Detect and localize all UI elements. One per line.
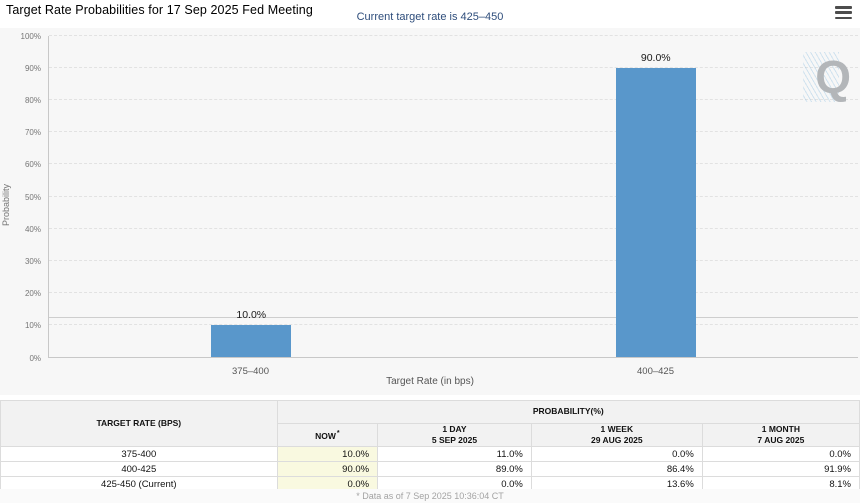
gridline [49,163,858,165]
probability-table: TARGET RATE (BPS) PROBABILITY(%) NOW* 1 D… [0,399,860,493]
x-tick-label: 400–425 [637,366,674,377]
y-tick-label: 0% [29,353,41,363]
y-tick-label: 70% [24,128,41,138]
bar-400-425[interactable] [615,68,696,357]
y-tick-label: 80% [24,95,41,105]
data-as-of-footnote: * Data as of 7 Sep 2025 10:36:04 CT [356,491,504,501]
chart-subtitle: Current target rate is 425–450 [356,11,504,23]
y-axis: Probability 0% 10% 20% 30% 40% 50% 60% 70% 80% 90… [0,32,44,363]
column-header-now: NOW* [276,422,379,448]
gridline [49,227,858,229]
bar-value-label: 10.0% [236,308,267,321]
gridline [49,99,858,101]
y-tick-label: 20% [24,289,41,299]
gridline [49,35,858,36]
y-tick-label: 90% [24,63,41,73]
probability-cell: 90.0% [276,461,379,478]
probability-cell: 0.0% [530,446,703,463]
y-tick-label: 60% [24,160,41,170]
bar-375-400[interactable] [211,324,292,357]
y-tick-label: 100% [20,31,41,41]
y-tick-label: 30% [24,256,41,266]
probability-cell: 91.9% [701,461,860,478]
gridline [49,259,858,261]
quikstrike-q-logo-icon: Q [815,51,851,103]
column-header-1-day: 1 DAY 5 SEP 2025 [377,422,532,448]
y-tick-label: 40% [24,224,41,234]
gridline [49,67,858,69]
hamburger-bar [835,6,852,9]
target-rate-cell: 375-400 [0,446,278,463]
probability-bar-chart: Probability 0% 10% 20% 30% 40% 50% 60% 70% 80% 90… [0,28,860,395]
gridline [49,131,858,133]
probability-cell: 0.0% [276,476,379,493]
probability-cell: 11.0% [377,446,532,463]
gridline [49,291,858,293]
footer: * Data as of 7 Sep 2025 10:36:04 CT [0,489,860,503]
page-title: Target Rate Probabilities for 17 Sep 202… [6,3,313,17]
probability-cell: 0.0% [701,446,860,463]
column-header-1-week: 1 WEEK 29 AUG 2025 [530,422,703,448]
plot-area: 10.0% 90.0% Q [48,35,858,358]
table-row: 400-425 90.0% 89.0% 86.4% 91.9% [0,461,860,478]
hamburger-bar [835,11,852,14]
y-tick-label: 10% [24,321,41,331]
probability-cell: 10.0% [276,446,379,463]
x-axis: 375–400 400–425 [48,366,858,378]
gridline [49,195,858,197]
probability-cell: 89.0% [377,461,532,478]
y-tick-label: 50% [24,192,41,202]
target-rate-cell: 400-425 [0,461,278,478]
probability-cell: 86.4% [530,461,703,478]
x-tick-label: 375–400 [232,366,269,377]
hamburger-bar [835,16,852,19]
y-axis-title: Probability [1,183,11,227]
watermark-stripes-icon [803,52,839,102]
target-rate-column-header: TARGET RATE (BPS) [0,399,278,448]
bar-value-label: 90.0% [640,52,671,65]
column-header-1-month: 1 MONTH 7 AUG 2025 [701,422,860,448]
hamburger-menu-icon[interactable] [835,6,852,19]
reference-line [49,316,858,318]
probability-group-header: PROBABILITY(%) [276,400,860,424]
x-axis-title: Target Rate (in bps) [386,376,474,387]
quikstrike-watermark: Q [803,52,855,110]
table-row: 375-400 10.0% 11.0% 0.0% 0.0% [0,446,860,463]
gridline [49,323,858,325]
